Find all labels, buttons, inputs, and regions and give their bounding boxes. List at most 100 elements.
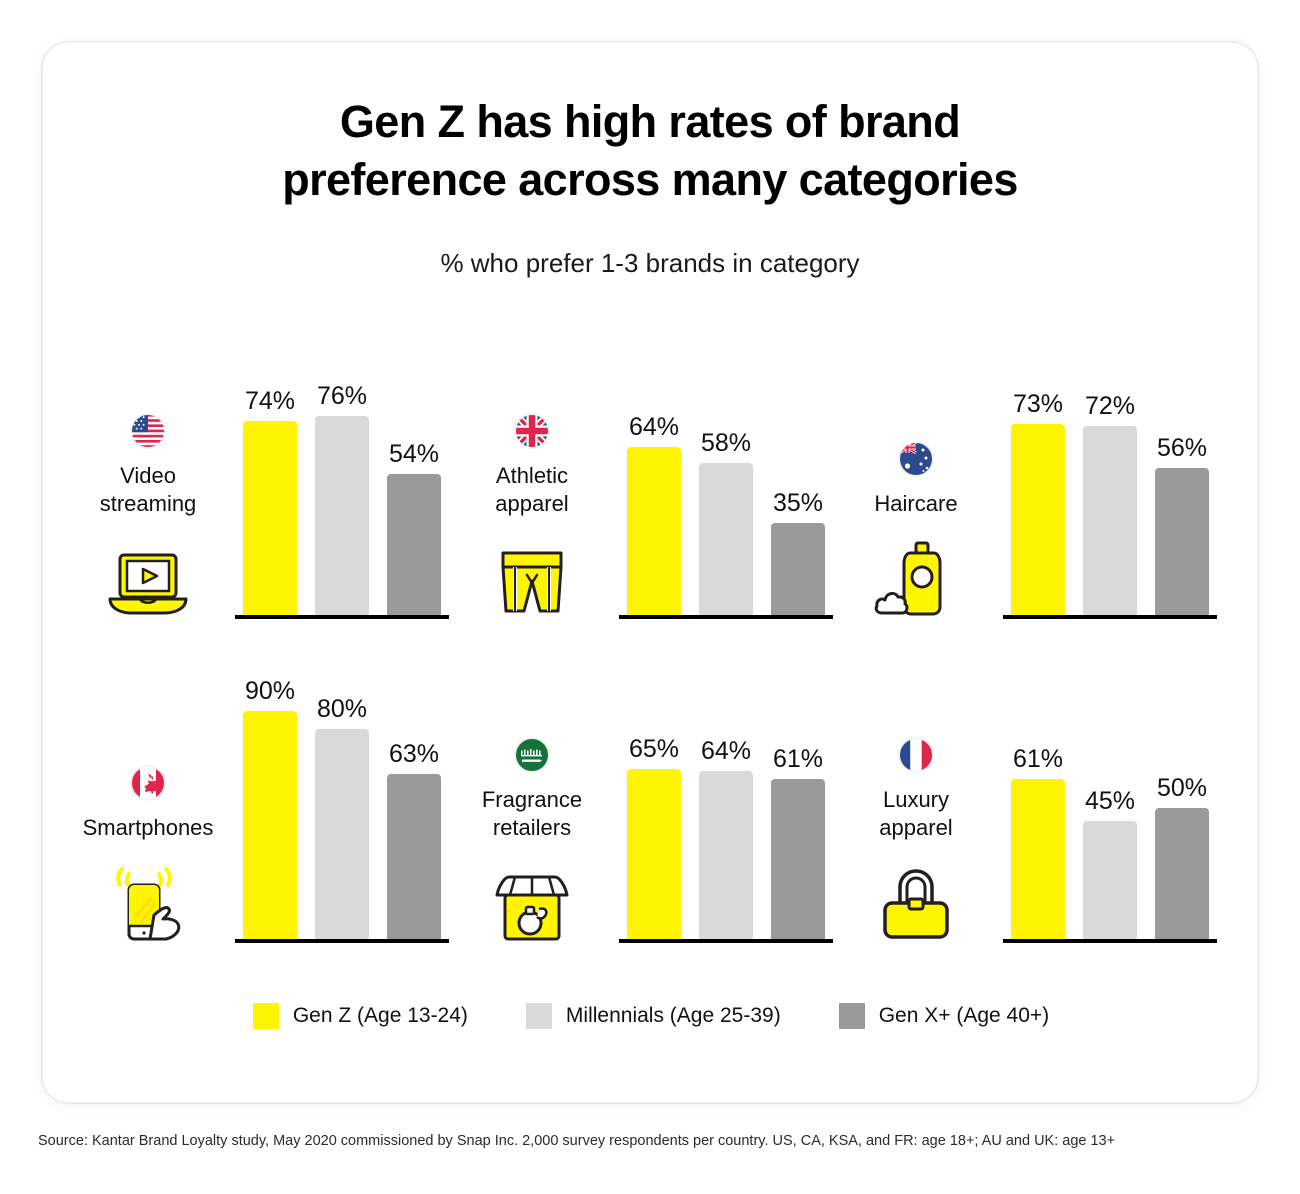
- bar-value-label: 58%: [700, 429, 752, 458]
- panel-baseline: [1003, 615, 1217, 619]
- shampoo-bottle-icon: [870, 533, 962, 619]
- bar-group-genx: 63%: [387, 677, 441, 939]
- bar-genz: [1011, 423, 1065, 615]
- chart-panel-grid: Video streaming 74%: [43, 301, 1259, 949]
- legend-swatch-millennials: [525, 1003, 552, 1029]
- panel-baseline: [619, 615, 833, 619]
- bar-group-genx: 54%: [387, 353, 441, 615]
- bar-genx: [387, 773, 441, 939]
- panel-category-label: Haircare: [874, 490, 958, 516]
- us-flag-icon: [131, 414, 165, 449]
- bar-container: 90% 80% 63%: [243, 677, 441, 939]
- panel-label-column: Haircare: [831, 319, 1001, 619]
- bar-group-millennials: 45%: [1083, 677, 1137, 939]
- page-title-line-1: Gen Z has high rates of brand: [339, 96, 961, 147]
- bar-value-label: 63%: [388, 739, 440, 768]
- ca-flag-icon: [131, 765, 165, 800]
- bar-value-label: 64%: [628, 413, 680, 442]
- legend-item-millennials: Millennials (Age 25-39): [525, 1003, 781, 1029]
- shorts-icon: [486, 533, 578, 619]
- panel-category-label: Fragrance retailers: [481, 787, 583, 840]
- panel-baseline: [619, 939, 833, 943]
- bar-value-label: 35%: [772, 489, 824, 518]
- panel-category-label: Luxury apparel: [879, 787, 953, 840]
- legend-label-millennials: Millennials (Age 25-39): [565, 1004, 781, 1027]
- panel-plot: 73% 72% 56%: [1003, 319, 1217, 619]
- panel-category-label: Athletic apparel: [495, 463, 569, 516]
- bar-group-genx: 35%: [771, 353, 825, 615]
- hand-phone-icon: [102, 857, 194, 943]
- laptop-play-icon: [102, 533, 194, 619]
- bar-container: 64% 58% 35%: [627, 353, 825, 615]
- bar-group-millennials: 80%: [315, 677, 369, 939]
- panel-plot: 74% 76% 54%: [235, 319, 449, 619]
- handbag-icon: [870, 857, 962, 943]
- panel-baseline: [235, 615, 449, 619]
- panel-plot: 64% 58% 35%: [619, 319, 833, 619]
- page-subtitle: % who prefer 1-3 brands in category: [440, 248, 860, 278]
- panel-baseline: [235, 939, 449, 943]
- bar-value-label: 65%: [628, 734, 680, 763]
- panel-category-label: Video streaming: [99, 463, 197, 516]
- bar-group-millennials: 72%: [1083, 353, 1137, 615]
- panel-plot: 61% 45% 50%: [1003, 643, 1217, 943]
- bar-group-genz: 90%: [243, 677, 297, 939]
- bar-group-genz: 61%: [1011, 677, 1065, 939]
- panel-baseline: [1003, 939, 1217, 943]
- bar-genx: [1155, 808, 1209, 939]
- legend-item-genz: Gen Z (Age 13-24): [252, 1003, 468, 1029]
- source-footnote: Source: Kantar Brand Loyalty study, May …: [38, 1133, 1116, 1149]
- au-flag-icon: [899, 441, 933, 476]
- bar-value-label: 80%: [316, 695, 368, 724]
- chart-panel-video-streaming: Video streaming 74%: [63, 301, 449, 625]
- bar-genx: [771, 779, 825, 939]
- panel-plot: 65% 64% 61%: [619, 643, 833, 943]
- chart-card: Gen Z has high rates of brand preference…: [42, 42, 1258, 1103]
- bar-value-label: 61%: [1012, 745, 1064, 774]
- panel-label-column: Smartphones: [63, 643, 233, 943]
- bar-value-label: 50%: [1156, 774, 1208, 802]
- bar-group-genx: 56%: [1155, 353, 1209, 615]
- bar-genx: [387, 473, 441, 615]
- bar-value-label: 61%: [772, 745, 824, 774]
- legend-item-genx: Gen X+ (Age 40+): [838, 1003, 1049, 1029]
- bar-value-label: 72%: [1084, 392, 1136, 421]
- bar-container: 65% 64% 61%: [627, 677, 825, 939]
- bar-group-millennials: 76%: [315, 353, 369, 615]
- bar-container: 73% 72% 56%: [1011, 353, 1209, 615]
- bar-group-genz: 64%: [627, 353, 681, 615]
- bar-millennials: [315, 729, 369, 939]
- bar-group-genx: 50%: [1155, 677, 1209, 939]
- ksa-flag-icon: [515, 738, 549, 773]
- chart-legend: Gen Z (Age 13-24) Millennials (Age 25-39…: [43, 1003, 1259, 1029]
- bar-value-label: 73%: [1012, 389, 1064, 418]
- legend-swatch-genx: [838, 1003, 865, 1029]
- bar-value-label: 54%: [388, 439, 440, 468]
- chart-panel-fragrance-retailers: Fragrance retailers: [447, 625, 833, 949]
- bar-container: 74% 76% 54%: [243, 353, 441, 615]
- bar-genz: [627, 447, 681, 615]
- bar-group-genz: 65%: [627, 677, 681, 939]
- bar-millennials: [699, 771, 753, 939]
- bar-genx: [771, 523, 825, 615]
- bar-value-label: 90%: [244, 677, 296, 705]
- bar-genz: [1011, 779, 1065, 939]
- bar-genz: [243, 421, 297, 615]
- legend-label-genz: Gen Z (Age 13-24): [292, 1004, 468, 1027]
- panel-plot: 90% 80% 63%: [235, 643, 449, 943]
- page-title-line-2: preference across many categories: [282, 153, 1018, 205]
- bar-group-millennials: 64%: [699, 677, 753, 939]
- chart-panel-athletic-apparel: Athletic apparel 64%: [447, 301, 833, 625]
- uk-flag-icon: [515, 414, 549, 449]
- bar-value-label: 76%: [316, 381, 368, 410]
- bar-millennials: [315, 415, 369, 615]
- bar-genz: [243, 711, 297, 939]
- bar-value-label: 56%: [1156, 434, 1208, 463]
- chart-panel-smartphones: Smartphones: [63, 625, 449, 949]
- panel-label-column: Luxury apparel: [831, 643, 1001, 943]
- page-title: Gen Z has high rates of brand preference…: [43, 93, 1257, 208]
- chart-panel-luxury-apparel: Luxury apparel 61%: [831, 625, 1217, 949]
- bar-container: 61% 45% 50%: [1011, 677, 1209, 939]
- bar-value-label: 45%: [1084, 787, 1136, 816]
